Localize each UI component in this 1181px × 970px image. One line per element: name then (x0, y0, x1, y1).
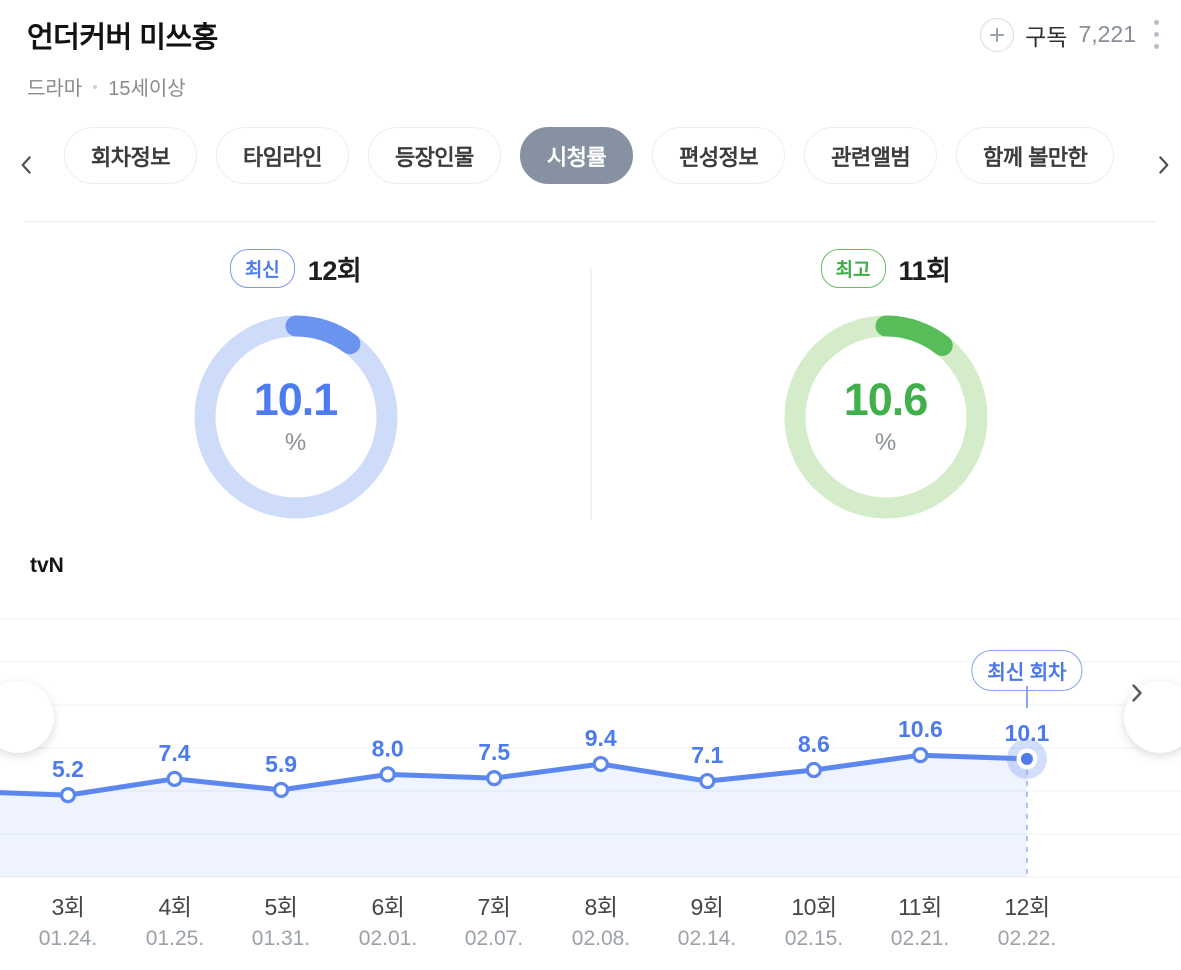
date-tick: 01.25. (145, 927, 205, 950)
x-axis-label: 5회 01.31. (226, 888, 336, 951)
value-label: 7.1 (691, 742, 723, 768)
date-tick: 02.21. (890, 927, 950, 950)
tabs-divider (24, 221, 1156, 222)
plus-icon (980, 17, 1015, 52)
tab-item-6[interactable]: 함께 볼만한 (956, 127, 1115, 184)
kebab-icon (1154, 20, 1159, 25)
value-label: 7.4 (159, 740, 191, 766)
value-label: 10.1 (1005, 720, 1050, 746)
age-rating-label: 15세이상 (108, 78, 186, 100)
tab-item-4[interactable]: 편성정보 (652, 127, 786, 184)
latest-rating-card: 최신 12회 10.1 % (0, 248, 591, 520)
value-label: 5.9 (265, 751, 297, 777)
data-point[interactable] (486, 770, 503, 787)
annotation-connector (1026, 686, 1028, 708)
latest-episode-annotation: 최신 회차 (971, 650, 1083, 691)
tab-strip: 회차정보 타임라인 등장인물 시청률 편성정보 관련앨범 함께 볼만한 (64, 127, 1141, 187)
program-meta: 드라마 15세이상 (27, 72, 186, 101)
tab-item-3[interactable]: 시청률 (519, 127, 634, 184)
tab-item-1[interactable]: 타임라인 (215, 127, 349, 184)
latest-rating-value: 10.1 (253, 374, 339, 425)
more-menu-button[interactable] (1148, 16, 1165, 53)
date-tick: 01.24. (38, 927, 98, 950)
channel-label: tvN (30, 554, 64, 577)
x-axis-label: 8회 02.08. (546, 888, 656, 951)
episode-tick: 5회 (264, 894, 298, 920)
value-label: 10.6 (898, 716, 943, 742)
value-label: 8.0 (372, 735, 404, 761)
value-label: 8.6 (798, 731, 830, 757)
x-axis: 3회 01.24. 4회 01.25. 5회 01.31. 6회 02.01. 7회 02.07.… (0, 888, 1181, 958)
latest-rating-unit: % (284, 429, 307, 456)
tabs-next-button[interactable] (1146, 148, 1180, 185)
best-episode-label: 11회 (898, 255, 951, 286)
data-point[interactable] (912, 747, 929, 764)
best-rating-value: 10.6 (843, 374, 929, 425)
subscribe-button[interactable]: 구독 7,221 (980, 17, 1136, 52)
area-fill (0, 755, 1027, 877)
line-chart-svg: 5.2 7.4 5.9 8.0 7.5 9.4 7.1 8.6 10.6 10.1 (0, 618, 1181, 878)
x-axis-label: 6회 02.01. (333, 888, 443, 951)
subscribe-count: 7,221 (1078, 21, 1136, 47)
data-point[interactable] (166, 770, 183, 787)
tabs-prev-button[interactable] (10, 148, 44, 185)
date-tick: 02.08. (571, 927, 631, 950)
x-axis-label: 7회 02.07. (439, 888, 549, 951)
date-tick: 02.01. (358, 927, 418, 950)
date-tick: 02.07. (464, 927, 524, 950)
best-donut-chart: 10.6 % (783, 314, 989, 520)
data-point[interactable] (592, 755, 609, 773)
episode-tick: 7회 (477, 894, 511, 920)
ratings-line-chart: 5.2 7.4 5.9 8.0 7.5 9.4 7.1 8.6 10.6 10.1 최신 회차 (0, 597, 1181, 882)
latest-donut-chart: 10.1 % (193, 314, 399, 520)
episode-tick: 4회 (158, 894, 192, 920)
value-label: 9.4 (585, 725, 617, 751)
best-rating-unit: % (874, 429, 897, 456)
best-rating-card: 최고 11회 10.6 % (590, 248, 1181, 520)
episode-tick: 8회 (584, 894, 618, 920)
episode-tick: 11회 (898, 894, 942, 920)
episode-tick: 6회 (371, 894, 405, 920)
episode-tick: 3회 (51, 894, 85, 920)
value-label: 7.5 (478, 739, 510, 765)
date-tick: 02.15. (784, 927, 844, 950)
episode-tick: 10회 (791, 894, 837, 920)
data-point[interactable] (805, 761, 822, 779)
data-point-highlight[interactable] (1020, 752, 1033, 765)
date-tick: 02.22. (997, 927, 1057, 950)
x-axis-label: 9회 02.14. (652, 888, 762, 951)
donut-arc (784, 315, 987, 519)
date-tick: 02.14. (677, 927, 737, 950)
data-point[interactable] (59, 787, 77, 804)
x-axis-label: 3회 01.24. (13, 888, 123, 951)
data-point[interactable] (379, 766, 396, 783)
latest-episode-label: 12회 (307, 255, 362, 286)
x-axis-label: 12회 02.22. (972, 888, 1082, 951)
data-point[interactable] (273, 781, 290, 799)
summary-divider (590, 268, 592, 520)
latest-badge: 최신 (229, 248, 295, 288)
data-point[interactable] (699, 772, 716, 790)
date-tick: 01.31. (251, 927, 311, 950)
chart-next-button[interactable] (1124, 681, 1181, 753)
tab-item-5[interactable]: 관련앨범 (804, 127, 938, 184)
episode-tick: 9회 (690, 894, 724, 920)
tab-item-0[interactable]: 회차정보 (64, 127, 197, 184)
genre-label: 드라마 (27, 78, 83, 100)
subscribe-label: 구독 (1025, 23, 1068, 50)
best-badge: 최고 (820, 248, 886, 288)
page-title: 언더커버 미쓰홍 (27, 22, 218, 54)
value-label: 5.2 (52, 756, 84, 782)
x-axis-label: 10회 02.15. (759, 888, 869, 951)
meta-separator-dot (93, 84, 98, 89)
header-actions: 구독 7,221 (980, 16, 1165, 53)
x-axis-label: 11회 02.21. (865, 888, 975, 951)
x-axis-label: 4회 01.25. (120, 888, 230, 951)
episode-tick: 12회 (1004, 894, 1050, 920)
tab-item-2[interactable]: 등장인물 (367, 127, 501, 184)
donut-arc (194, 315, 397, 519)
